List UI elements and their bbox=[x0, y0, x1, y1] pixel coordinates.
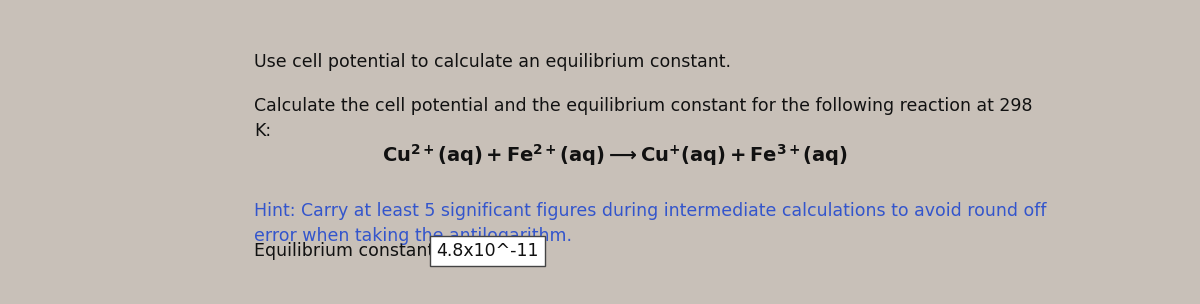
Text: Equilibrium constant:: Equilibrium constant: bbox=[254, 242, 445, 260]
Text: Hint: Carry at least 5 significant figures during intermediate calculations to a: Hint: Carry at least 5 significant figur… bbox=[254, 202, 1046, 244]
Text: Calculate the cell potential and the equilibrium constant for the following reac: Calculate the cell potential and the equ… bbox=[254, 97, 1033, 140]
Text: $\mathbf{Cu^{2+}(aq) + Fe^{2+}(aq) \longrightarrow Cu^{+}(aq) + Fe^{3+}(aq)}$: $\mathbf{Cu^{2+}(aq) + Fe^{2+}(aq) \long… bbox=[382, 142, 848, 168]
Text: 4.8x10^-11: 4.8x10^-11 bbox=[437, 242, 539, 260]
Text: Use cell potential to calculate an equilibrium constant.: Use cell potential to calculate an equil… bbox=[254, 53, 731, 71]
